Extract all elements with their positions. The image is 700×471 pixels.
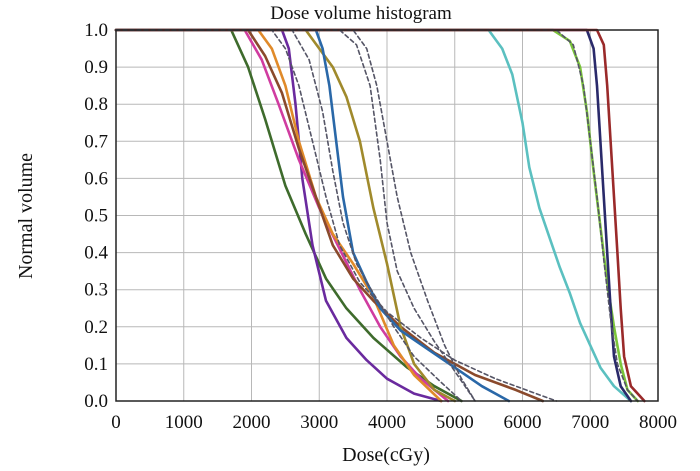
x-axis-ticks: 0 1000 2000 3000 4000 5000 6000 7000 8000 (111, 412, 677, 433)
series-line-orange (114, 28, 443, 403)
y-axis-ticks: 0.0 0.1 0.2 0.3 0.4 0.5 0.6 0.7 0.8 0.9 1.0 (84, 20, 108, 412)
series-line-dark-red (114, 28, 646, 403)
y-tick-label: 0.3 (84, 280, 108, 301)
series-line-olive (114, 28, 457, 403)
y-axis-label: Normal volume (15, 153, 37, 279)
y-tick-label: 0.7 (84, 131, 108, 152)
y-tick-label: 0.1 (84, 354, 108, 375)
y-tick-label: 0.8 (84, 94, 108, 115)
y-tick-label: 0.0 (84, 391, 108, 412)
x-tick-label: 2000 (233, 412, 271, 433)
x-tick-label: 5000 (436, 412, 474, 433)
x-tick-label: 0 (111, 412, 121, 433)
series-line-navy (114, 28, 633, 403)
series-line-dash-c (115, 29, 463, 402)
series-line-dash-d (115, 29, 558, 402)
x-tick-label: 6000 (504, 412, 542, 433)
y-tick-label: 0.9 (84, 57, 108, 78)
series-line-dash-e (115, 29, 639, 402)
series-line-brown (114, 28, 545, 403)
y-tick-label: 0.2 (84, 317, 108, 338)
x-tick-label: 7000 (571, 412, 609, 433)
y-tick-label: 0.6 (84, 168, 108, 189)
x-tick-label: 4000 (368, 412, 406, 433)
series-line-teal (114, 28, 633, 403)
y-tick-label: 0.4 (84, 243, 108, 264)
plot-frame (115, 29, 659, 402)
series-line-purple (114, 28, 443, 403)
x-axis-label: Dose(cGy) (342, 444, 430, 466)
x-tick-label: 1000 (165, 412, 203, 433)
y-tick-label: 0.5 (84, 206, 108, 227)
series-layer (114, 28, 646, 403)
chart-title: Dose volume histogram (270, 3, 452, 24)
x-tick-label: 8000 (639, 412, 677, 433)
x-tick-label: 3000 (300, 412, 338, 433)
y-tick-label: 1.0 (84, 20, 108, 41)
